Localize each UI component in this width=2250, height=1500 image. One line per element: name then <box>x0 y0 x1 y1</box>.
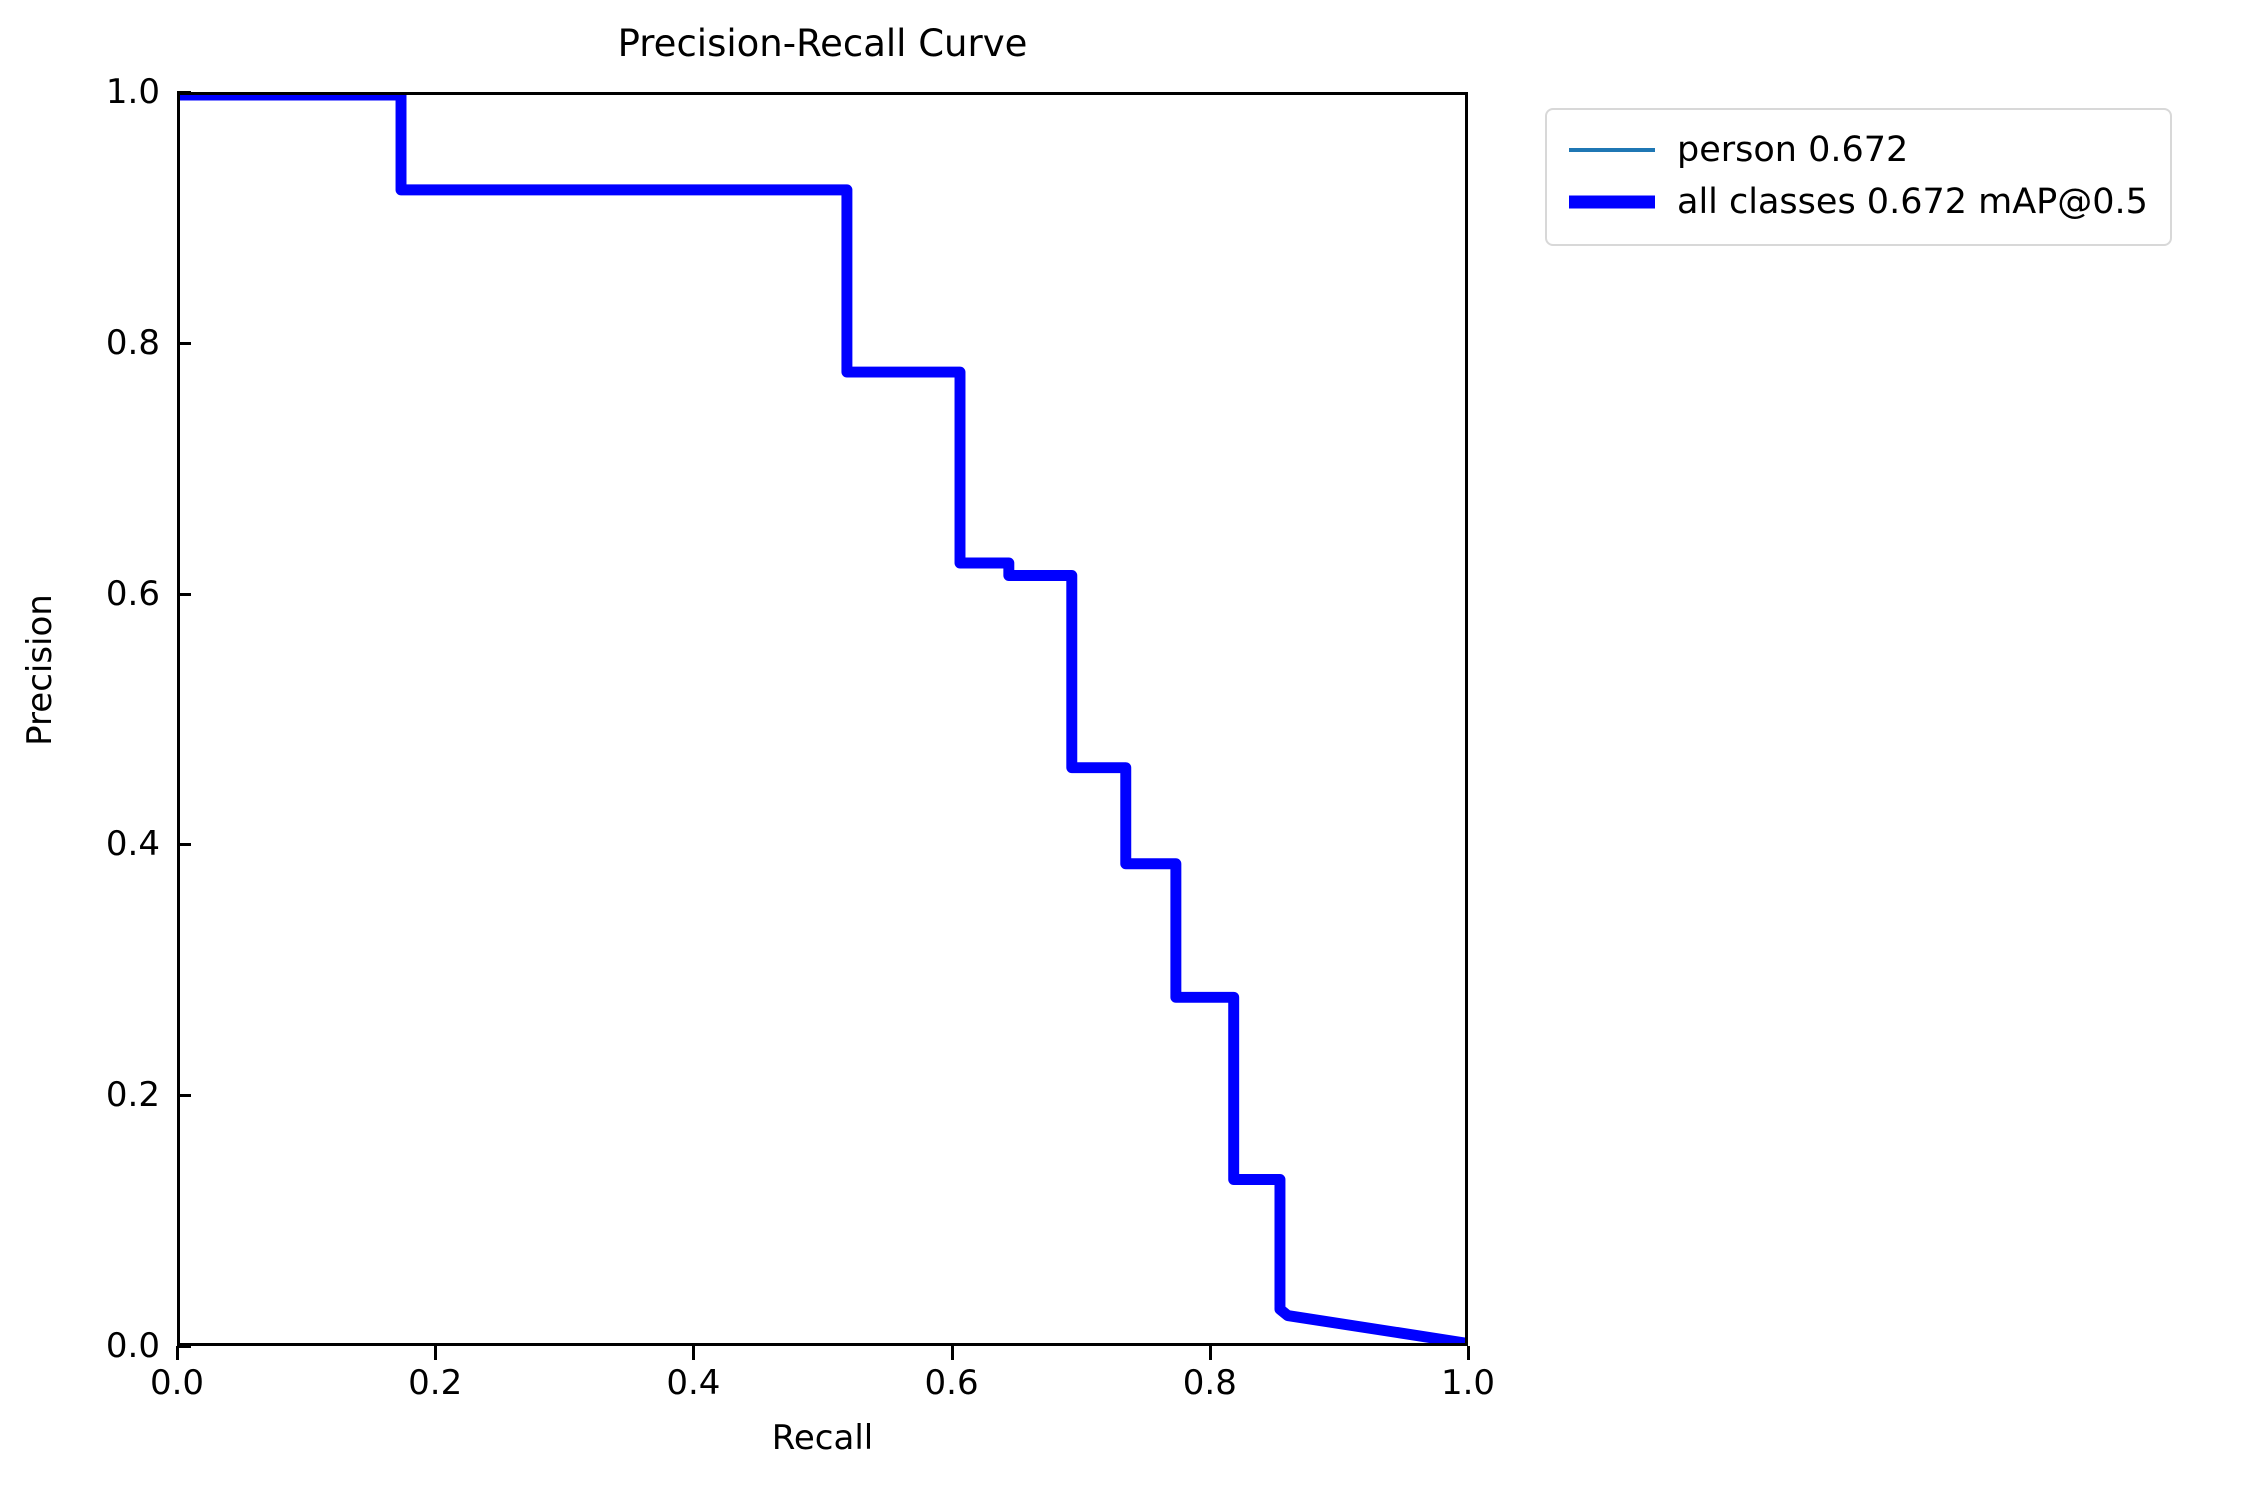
y-tick-mark <box>177 1094 191 1098</box>
y-tick-label: 0.4 <box>105 824 160 865</box>
y-tick-mark <box>177 843 191 847</box>
x-tick-mark <box>1467 1346 1470 1360</box>
legend-swatch-all-classes-icon <box>1569 185 1655 219</box>
legend-swatch-person-icon <box>1569 133 1655 167</box>
y-tick-mark <box>177 341 191 345</box>
legend: person 0.672 all classes 0.672 mAP@0.5 <box>1545 108 2172 246</box>
y-tick-mark <box>177 1345 191 1348</box>
x-tick-label: 0.4 <box>666 1363 721 1403</box>
x-tick-mark <box>692 1346 696 1360</box>
x-tick-mark <box>434 1346 438 1360</box>
x-tick-label: 0.8 <box>1182 1363 1237 1403</box>
x-tick-label: 0.6 <box>924 1363 979 1403</box>
curve-svg <box>180 95 1465 1343</box>
legend-item-person: person 0.672 <box>1569 124 2148 176</box>
y-tick-mark <box>177 592 191 596</box>
x-tick-mark <box>176 1346 179 1360</box>
y-tick-label: 0.6 <box>105 573 160 614</box>
y-tick-label: 0.2 <box>105 1075 160 1116</box>
y-axis-label: Precision <box>20 594 60 746</box>
series-line-person <box>180 95 1465 1343</box>
x-tick-mark <box>950 1346 954 1360</box>
y-tick-label: 0.0 <box>105 1326 160 1366</box>
legend-label-all-classes: all classes 0.672 mAP@0.5 <box>1677 182 2148 222</box>
x-tick-mark <box>1208 1346 1212 1360</box>
y-tick-label: 1.0 <box>105 72 160 112</box>
y-tick-mark <box>177 91 191 94</box>
x-tick-label: 0.0 <box>149 1363 205 1403</box>
x-axis-ticks: 0.0 0.2 0.4 0.6 0.8 1.0 <box>150 1346 1495 1466</box>
x-tick-label: 0.2 <box>408 1363 463 1403</box>
y-axis-ticks: 0.0 0.2 0.4 0.6 0.8 1.0 <box>20 75 191 1363</box>
x-tick-label: 1.0 <box>1440 1363 1496 1403</box>
x-axis-label: Recall <box>771 1418 874 1458</box>
plot-area <box>177 92 1468 1346</box>
legend-item-all-classes: all classes 0.672 mAP@0.5 <box>1569 176 2148 228</box>
series-line-all-classes <box>180 95 1465 1343</box>
legend-label-person: person 0.672 <box>1677 130 1909 170</box>
page-title: Precision-Recall Curve <box>617 22 1028 65</box>
y-tick-label: 0.8 <box>105 322 160 363</box>
